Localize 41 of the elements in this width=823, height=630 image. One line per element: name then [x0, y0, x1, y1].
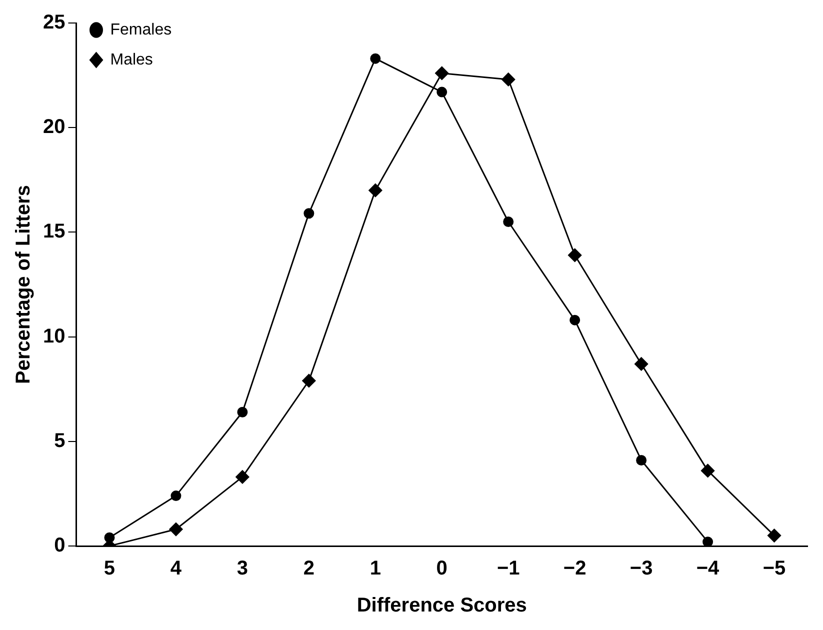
point	[304, 208, 314, 219]
point	[702, 536, 714, 546]
y-tick-label: 0	[54, 534, 66, 557]
y-tick-label: 10	[42, 325, 66, 348]
x-tick-label: −1	[496, 558, 520, 580]
x-tick-label: −5	[762, 558, 786, 580]
x-tick-label: −2	[563, 558, 586, 580]
point	[170, 490, 182, 502]
x-tick-label: 3	[236, 558, 248, 580]
point	[768, 528, 782, 542]
x-tick-label: −3	[630, 558, 653, 580]
y-tick-label: 25	[42, 12, 66, 34]
x-tick-label: 1	[370, 558, 381, 580]
x-axis-title: Difference Scores	[356, 594, 527, 617]
point	[368, 184, 382, 198]
point	[503, 216, 514, 227]
point	[436, 86, 448, 98]
point	[570, 314, 580, 326]
x-tick-label: 0	[436, 558, 448, 580]
point	[636, 454, 647, 466]
point	[169, 522, 183, 536]
y-tick-label: 20	[42, 116, 66, 138]
point	[104, 532, 115, 543]
point	[236, 470, 250, 484]
x-tick-label: 5	[104, 558, 116, 580]
x-tick-label: 4	[170, 558, 182, 580]
y-tick-label: 15	[42, 220, 66, 243]
point	[634, 357, 648, 371]
point	[237, 406, 248, 418]
point	[370, 53, 381, 64]
point	[568, 248, 582, 262]
y-tick-label: 5	[54, 430, 66, 452]
x-tick-label: 2	[303, 558, 314, 580]
legend-label: Females	[110, 21, 172, 38]
point	[435, 66, 449, 80]
y-axis-title: Percentage of Litters	[12, 185, 35, 384]
point	[302, 374, 316, 388]
x-tick-label: −4	[696, 558, 720, 580]
point	[502, 72, 516, 86]
point	[701, 464, 715, 478]
legend-label: Males	[110, 51, 153, 68]
